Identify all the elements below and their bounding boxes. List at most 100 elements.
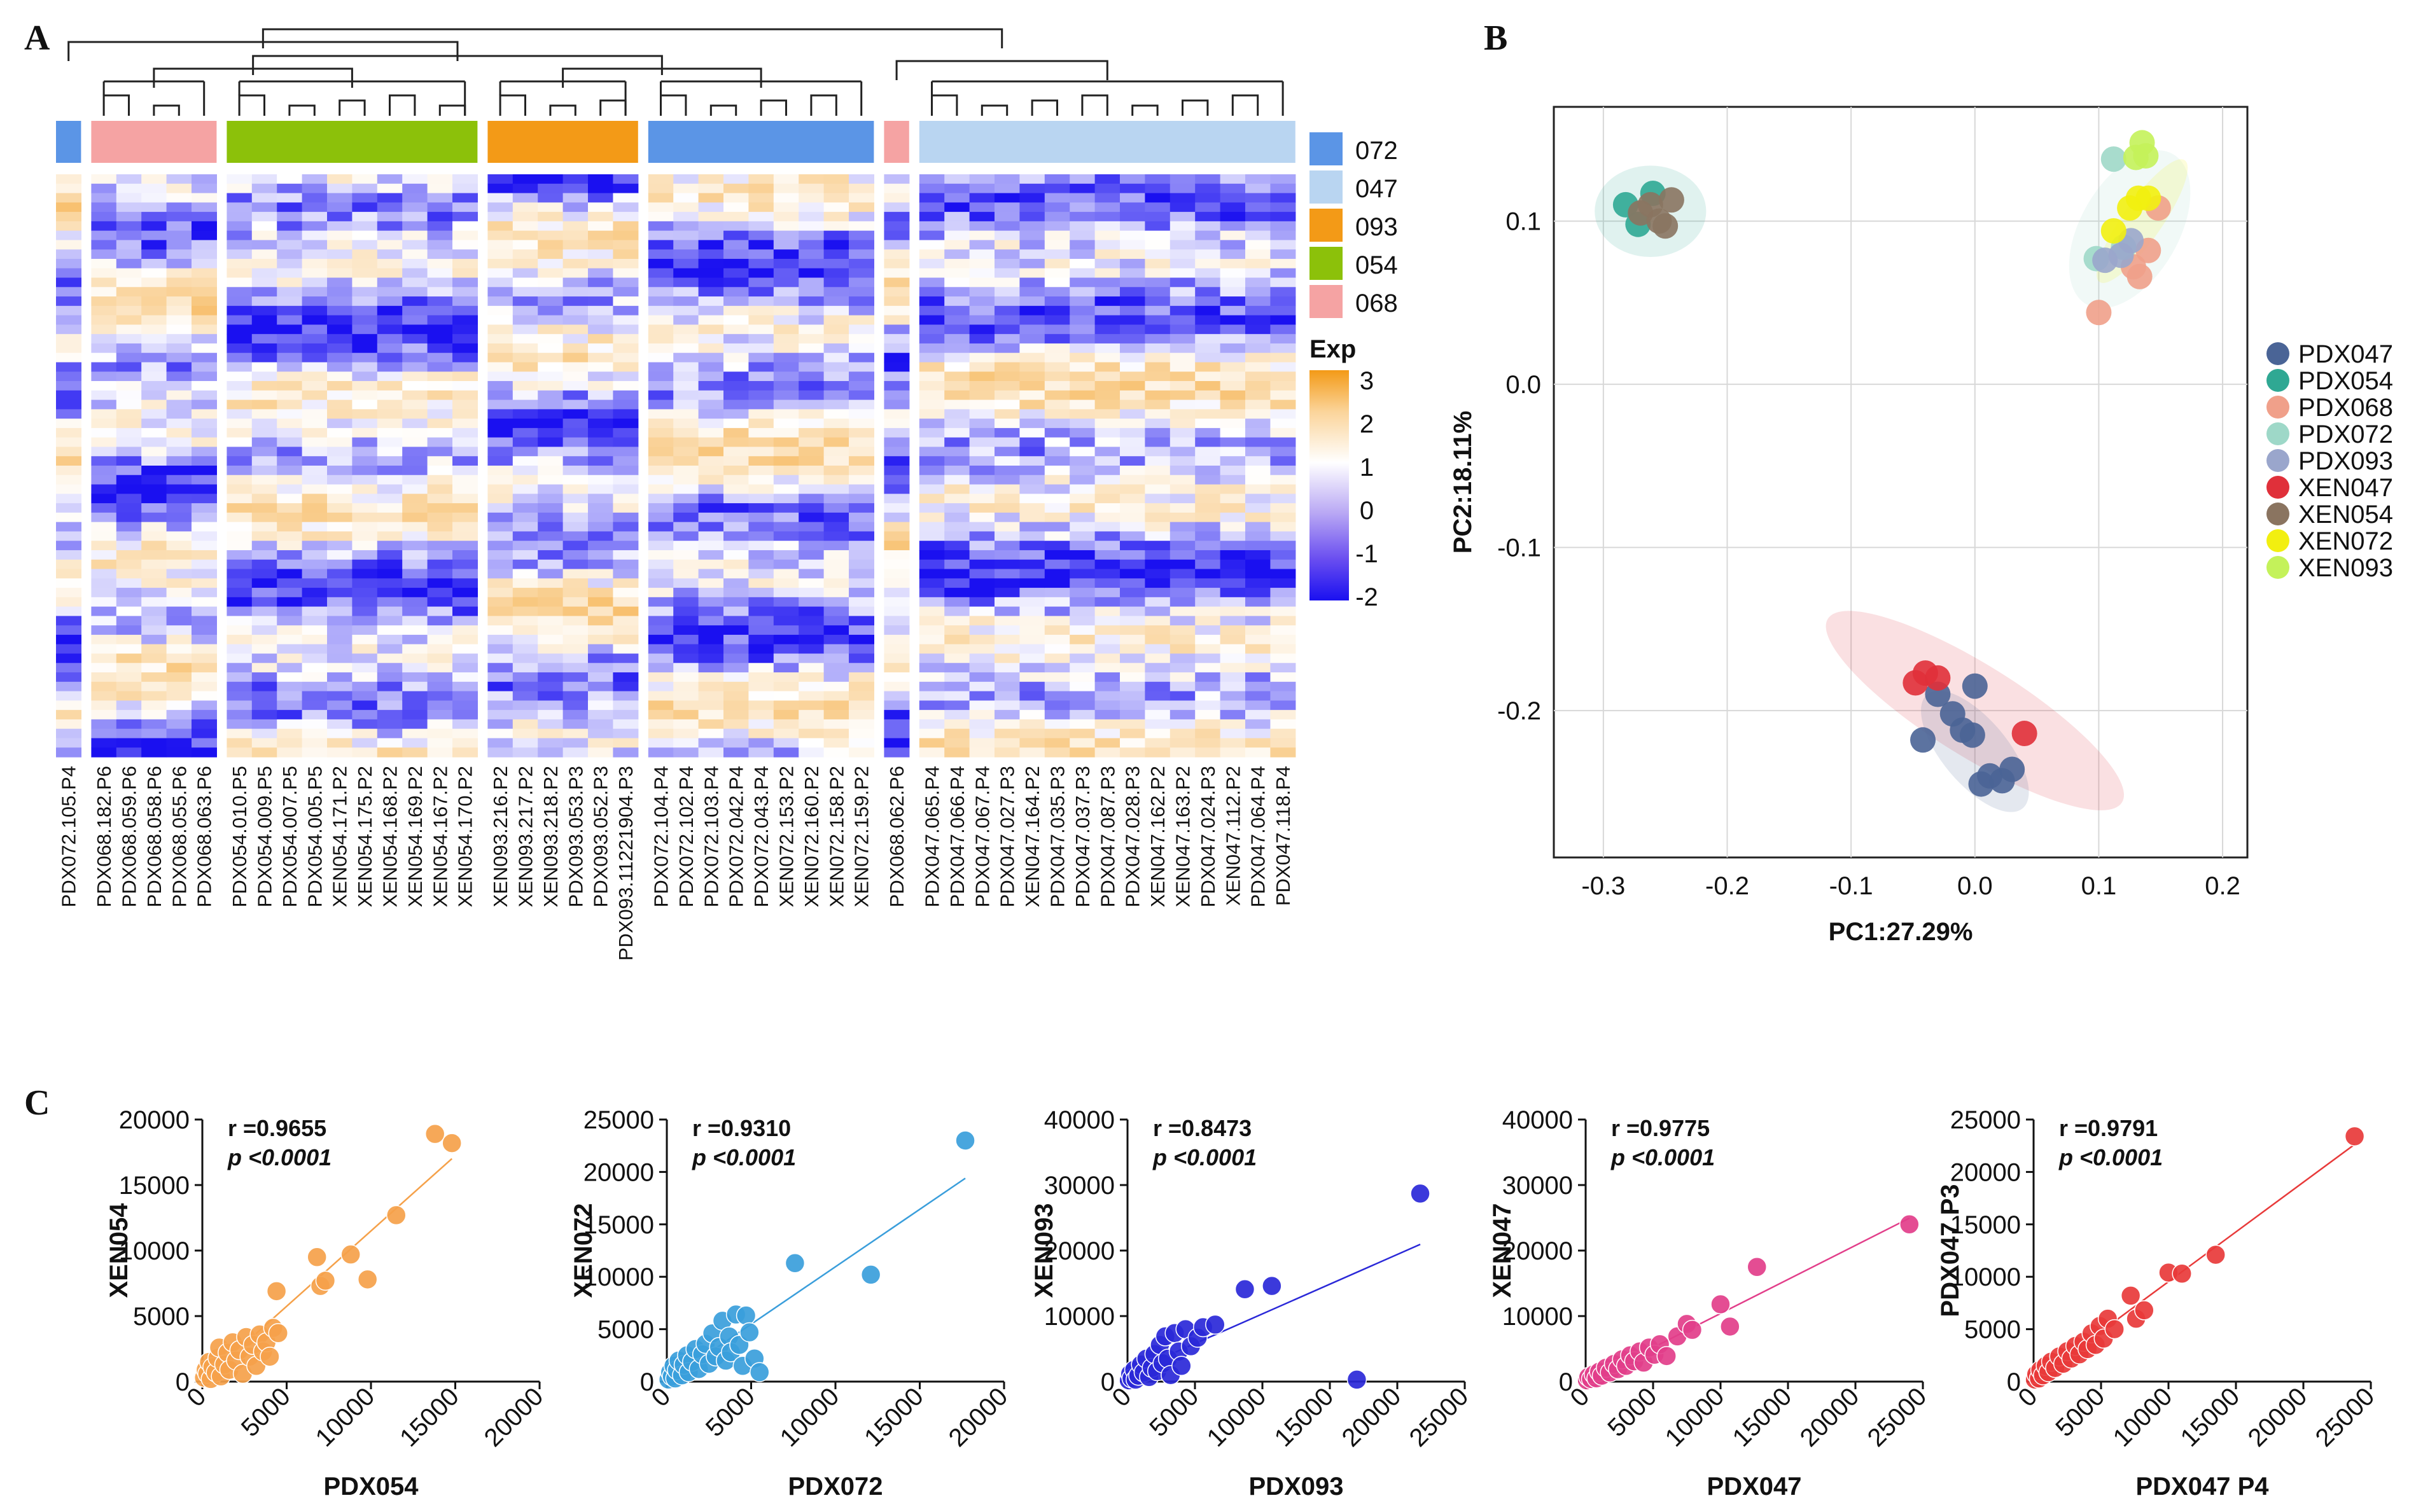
heatmap-cell bbox=[377, 438, 403, 447]
heatmap-cell bbox=[648, 653, 674, 663]
heatmap-cell bbox=[277, 513, 302, 522]
heatmap-cell bbox=[428, 607, 453, 616]
scatter-point bbox=[1411, 1184, 1430, 1203]
heatmap-cell bbox=[884, 278, 909, 288]
heatmap-cell bbox=[1045, 719, 1070, 729]
heatmap-cell bbox=[91, 550, 116, 560]
heatmap-cell bbox=[1220, 362, 1246, 371]
heatmap-cell bbox=[538, 644, 563, 654]
heatmap-cell bbox=[1220, 710, 1246, 719]
heatmap-cell bbox=[648, 522, 674, 532]
heatmap-cell bbox=[1220, 663, 1246, 672]
heatmap-cell bbox=[167, 475, 192, 485]
heatmap-cell bbox=[1195, 475, 1220, 485]
heatmap-cell bbox=[377, 485, 403, 494]
heatmap-cell bbox=[995, 578, 1020, 588]
heatmap-cell bbox=[1070, 569, 1095, 579]
heatmap-cell bbox=[277, 391, 302, 400]
group-legend-label: 093 bbox=[1355, 213, 1398, 241]
heatmap-cell bbox=[849, 296, 874, 306]
heatmap-cell bbox=[167, 738, 192, 747]
heatmap-cell bbox=[673, 362, 699, 371]
dendrogram-branch bbox=[390, 95, 415, 116]
heatmap-cell bbox=[1095, 663, 1121, 672]
heatmap-cell bbox=[588, 249, 613, 259]
x-tick-label: 5000 bbox=[2050, 1382, 2110, 1442]
y-tick-label: 30000 bbox=[1044, 1172, 1115, 1200]
heatmap-cell bbox=[1019, 334, 1045, 343]
heatmap-cell bbox=[1070, 607, 1095, 616]
heatmap-cell bbox=[302, 419, 328, 428]
heatmap-cell bbox=[1019, 296, 1045, 306]
heatmap-cell bbox=[774, 371, 799, 381]
heatmap-cell bbox=[116, 184, 142, 193]
heatmap-cell bbox=[919, 672, 945, 682]
heatmap-cell bbox=[995, 221, 1020, 231]
heatmap-cell bbox=[774, 193, 799, 203]
heatmap-cell bbox=[995, 287, 1020, 296]
heatmap-cell bbox=[1145, 419, 1170, 428]
heatmap-cell bbox=[944, 240, 970, 249]
heatmap-cell bbox=[538, 672, 563, 682]
heatmap-cell bbox=[428, 353, 453, 363]
heatmap-cell bbox=[1095, 296, 1121, 306]
heatmap-cell bbox=[252, 560, 277, 569]
heatmap-cell bbox=[723, 447, 749, 456]
heatmap-cell bbox=[774, 503, 799, 513]
heatmap-cell bbox=[944, 607, 970, 616]
heatmap-cell bbox=[1220, 193, 1246, 203]
heatmap-cell bbox=[1245, 381, 1271, 391]
heatmap-cell bbox=[167, 503, 192, 513]
heatmap-cell bbox=[1095, 729, 1121, 739]
heatmap-cell bbox=[723, 371, 749, 381]
heatmap-cell bbox=[995, 240, 1020, 249]
heatmap-cell bbox=[588, 184, 613, 193]
heatmap-cell bbox=[277, 409, 302, 419]
pca-y-tick: -0.1 bbox=[1497, 534, 1541, 562]
heatmap-cell bbox=[1195, 221, 1220, 231]
heatmap-cell bbox=[995, 475, 1020, 485]
heatmap-cell bbox=[56, 362, 81, 371]
heatmap-cell bbox=[673, 466, 699, 475]
y-tick-label: 30000 bbox=[1502, 1172, 1573, 1200]
heatmap-cell bbox=[167, 371, 192, 381]
heatmap-cell bbox=[452, 738, 478, 747]
heatmap-cell bbox=[588, 597, 613, 607]
heatmap-cell bbox=[513, 174, 538, 184]
pca-y-tick: -0.2 bbox=[1497, 697, 1541, 725]
heatmap-cell bbox=[1195, 438, 1220, 447]
heatmap-cell bbox=[352, 202, 377, 212]
heatmap-cell bbox=[91, 578, 116, 588]
heatmap-cell bbox=[141, 212, 167, 221]
heatmap-cell bbox=[252, 747, 277, 757]
heatmap-cell bbox=[995, 353, 1020, 363]
heatmap-cell bbox=[799, 588, 824, 597]
heatmap-cell bbox=[1070, 738, 1095, 747]
heatmap-cell bbox=[1195, 531, 1220, 541]
heatmap-cell bbox=[327, 259, 353, 268]
heatmap-cell bbox=[538, 719, 563, 729]
pca-x-tick: 0.2 bbox=[2205, 872, 2240, 900]
sample-label: XEN072.153.P2 bbox=[776, 766, 798, 907]
heatmap-cell bbox=[116, 513, 142, 522]
heatmap-cell bbox=[1195, 212, 1220, 221]
heatmap-cell bbox=[1095, 522, 1121, 532]
pca-x-tick: -0.3 bbox=[1581, 872, 1625, 900]
pca-x-tick: 0.0 bbox=[1957, 872, 1993, 900]
heatmap-cell bbox=[227, 560, 252, 569]
heatmap-cell bbox=[774, 212, 799, 221]
x-tick-label: 10000 bbox=[311, 1382, 381, 1452]
heatmap-cell bbox=[613, 644, 638, 654]
heatmap-cell bbox=[1195, 202, 1220, 212]
heatmap-cell bbox=[1270, 324, 1295, 334]
heatmap-cell bbox=[91, 729, 116, 739]
heatmap-cell bbox=[919, 419, 945, 428]
heatmap-cell bbox=[141, 672, 167, 682]
heatmap-cell bbox=[1195, 719, 1220, 729]
heatmap-cell bbox=[1070, 578, 1095, 588]
heatmap-cell bbox=[824, 391, 849, 400]
heatmap-cell bbox=[1270, 381, 1295, 391]
heatmap-cell bbox=[538, 560, 563, 569]
heatmap-cell bbox=[277, 588, 302, 597]
heatmap-cell bbox=[192, 719, 217, 729]
